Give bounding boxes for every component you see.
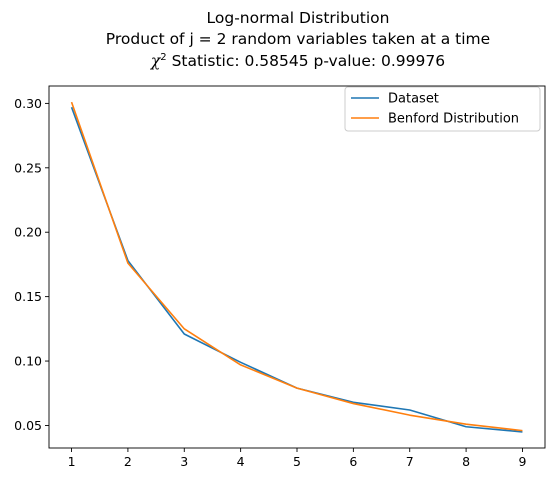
chart-title-line-3: χ2 Statistic: 0.58545 p-value: 0.99976 [0, 52, 556, 70]
x-tick-label: 8 [462, 454, 470, 469]
legend-box [344, 86, 541, 132]
plot-frame [48, 85, 546, 449]
chart-title-line-1: Log-normal Distribution [206, 9, 390, 27]
x-tick-label: 3 [180, 454, 188, 469]
legend-label-2: Benford Distribution [388, 112, 519, 127]
y-tick-label: 0.05 [14, 418, 42, 433]
x-tick-label: 7 [406, 454, 414, 469]
x-tick-label: 4 [237, 454, 245, 469]
legend-label-1: Dataset [388, 92, 439, 107]
chi-superscript: 2 [160, 52, 167, 63]
y-tick-label: 0.15 [14, 289, 42, 304]
x-tick-label: 2 [124, 454, 132, 469]
chi-symbol: χ [150, 52, 161, 70]
y-tick-label: 0.10 [14, 354, 42, 369]
y-tick-label: 0.20 [14, 225, 42, 240]
x-tick-label: 5 [293, 454, 301, 469]
chart-title-line-2: Product of j = 2 random variables taken … [105, 30, 491, 48]
series-line-1 [70, 106, 523, 433]
x-tick-label: 1 [68, 454, 76, 469]
x-tick-label: 9 [518, 454, 526, 469]
x-tick-label: 6 [349, 454, 357, 469]
series-line-2 [70, 101, 523, 432]
y-tick-label: 0.30 [14, 96, 42, 111]
statistic-text: Statistic: 0.58545 p-value: 0.99976 [166, 52, 446, 70]
y-tick-label: 0.25 [14, 160, 42, 175]
